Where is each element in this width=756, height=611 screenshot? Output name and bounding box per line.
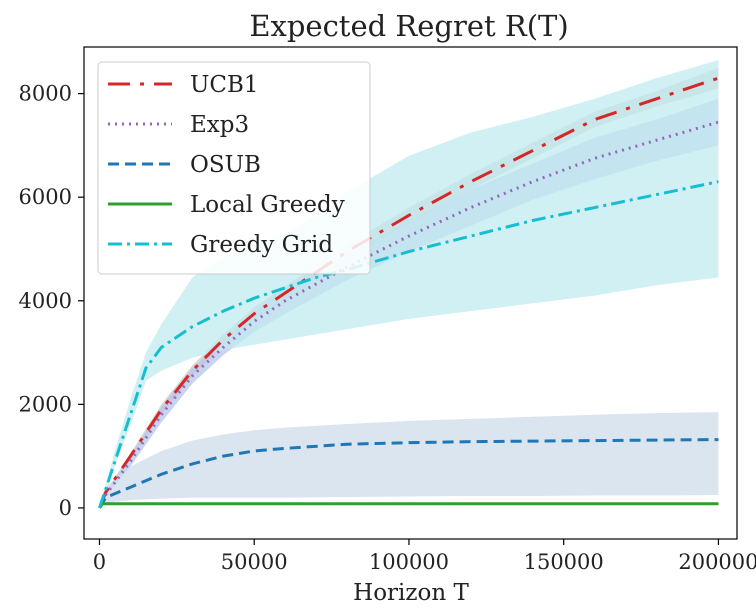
plot-frame [83,46,738,540]
legend-label-ucb1: UCB1 [190,72,259,98]
greedy-grid-band [99,59,719,508]
y-tick-label: 8000 [19,82,72,106]
ucb1-line [98,76,719,509]
local-greedy-line [98,502,719,509]
y-tick-label: 4000 [19,289,72,313]
y-tick-label: 0 [59,496,72,520]
legend-label-local-greedy: Local Greedy [190,192,345,218]
legend-label-greedy-grid: Greedy Grid [190,232,333,258]
x-tick-label: 150000 [524,550,604,574]
x-axis-ticks: 0 50000 100000 150000 200000 [93,539,756,574]
series-lines [98,76,719,509]
legend-label-osub: OSUB [190,152,261,178]
x-tick-label: 100000 [369,550,449,574]
x-tick-label: 50000 [221,550,288,574]
greedy-grid-line [98,180,719,509]
legend-box [97,61,371,275]
legend: UCB1 Exp3 OSUB Local Greedy Greedy Grid [97,61,371,275]
exp3-line [98,120,719,509]
x-tick-label: 0 [93,550,106,574]
x-axis-label: Horizon T [353,580,469,606]
y-axis-ticks: 0 2000 4000 6000 8000 [19,82,84,520]
y-tick-label: 6000 [19,185,72,209]
y-tick-label: 2000 [19,392,72,416]
osub-band [99,412,719,508]
chart-title: Expected Regret R(T) [249,9,568,43]
legend-label-exp3: Exp3 [190,112,249,138]
x-tick-label: 200000 [678,550,756,574]
